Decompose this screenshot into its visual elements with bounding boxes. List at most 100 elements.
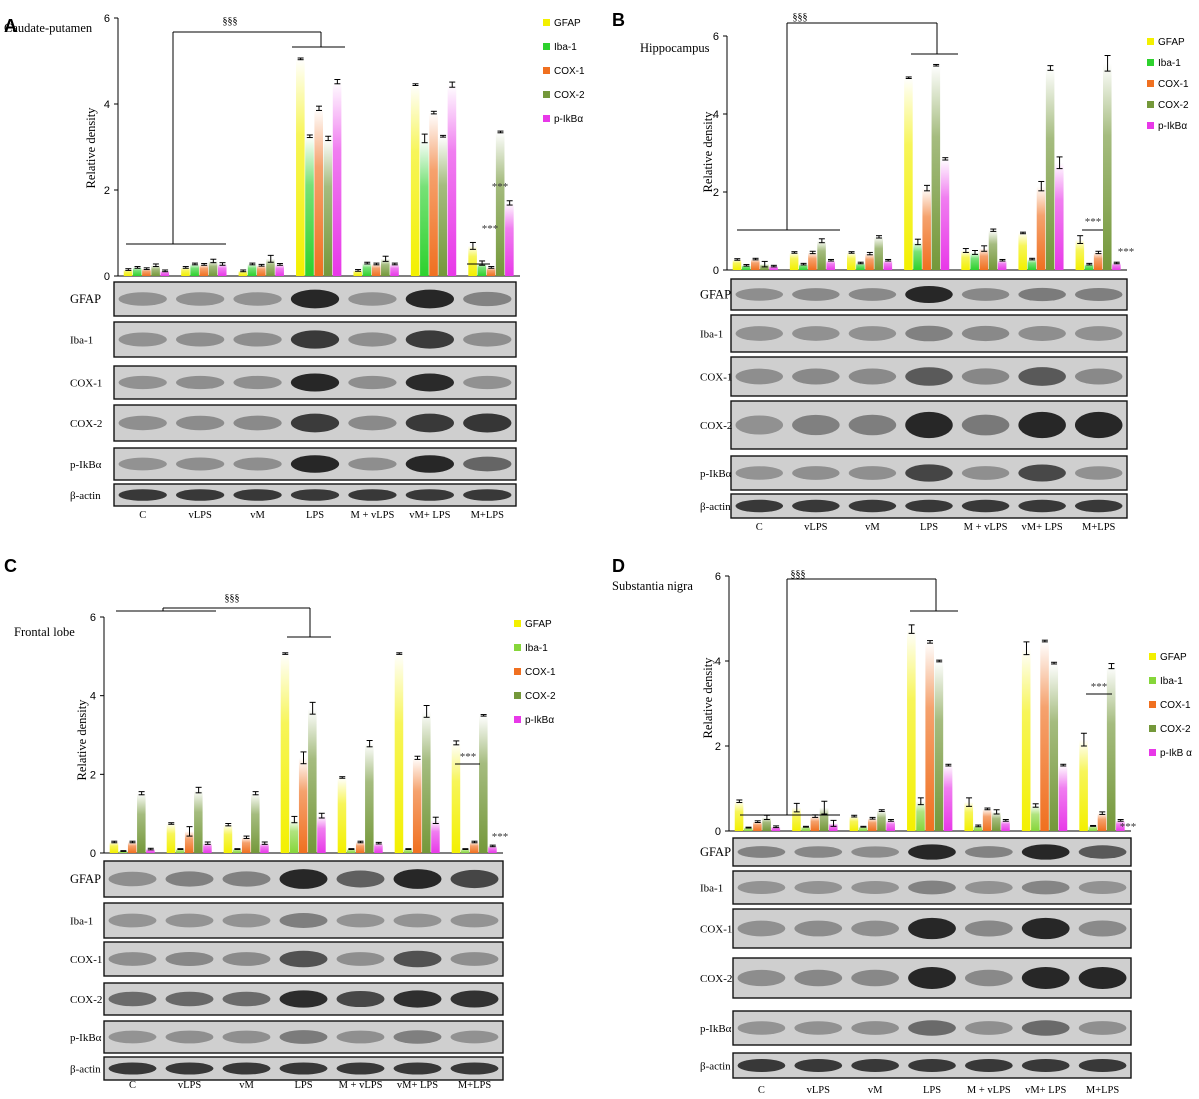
bar: [317, 815, 326, 853]
legend-label: COX-2: [525, 691, 556, 702]
blot-band: [336, 1062, 385, 1075]
bar: [801, 826, 810, 831]
bar: [137, 793, 146, 853]
lane-label: vLPS: [804, 522, 828, 533]
bar: [810, 816, 820, 831]
bar: [422, 711, 431, 853]
significance-stars: ***: [460, 751, 477, 763]
blot-band: [393, 913, 442, 928]
significance-stars: ***: [492, 831, 509, 843]
bar: [817, 240, 826, 270]
bar: [374, 843, 383, 853]
blot-band: [1074, 368, 1123, 385]
lane-label: M + vLPS: [964, 522, 1008, 533]
blot-band: [393, 869, 442, 889]
blot-band: [393, 950, 442, 968]
blot-band: [118, 489, 167, 501]
significance-stars: ***: [492, 181, 509, 193]
blot-band: [905, 286, 953, 303]
panel-b: B Hippocampus 0 2 4 6 Relative density GFAP Iba-…: [612, 10, 1189, 533]
blot-band: [176, 489, 225, 501]
bar: [394, 653, 404, 853]
lane-label: M + vLPS: [350, 510, 394, 521]
legend-swatch: [1147, 59, 1154, 66]
blot-row-label: GFAP: [70, 292, 101, 306]
bar: [371, 263, 381, 276]
legend-label: COX-2: [1160, 724, 1191, 735]
bar: [1027, 259, 1037, 270]
bar: [175, 849, 185, 853]
blot-band: [851, 1058, 900, 1073]
blot-band: [908, 917, 956, 940]
blot-band: [1018, 464, 1066, 482]
bar: [208, 260, 218, 276]
blot-band: [792, 326, 840, 341]
blot-band: [961, 466, 1010, 480]
bar: [916, 801, 925, 831]
blot-band: [1021, 917, 1070, 940]
significance-label: §§§: [225, 593, 240, 604]
legend-label: Iba-1: [554, 42, 577, 53]
blot-band: [336, 913, 385, 928]
legend-swatch: [514, 620, 521, 627]
blot-band: [964, 920, 1013, 937]
blot-band: [848, 326, 897, 341]
bar: [412, 757, 422, 853]
bar: [907, 629, 916, 831]
significance-stars: ***: [1118, 246, 1135, 258]
blot-band: [908, 880, 956, 895]
blot-band: [737, 1058, 786, 1073]
blot-band: [964, 1021, 1013, 1035]
blot-band: [348, 375, 397, 390]
bar: [199, 264, 209, 276]
blot-row-label: COX-2: [70, 418, 102, 430]
blot-band: [108, 913, 157, 928]
legend-label: p-IkB α: [1160, 748, 1192, 759]
blot-band: [165, 871, 214, 887]
bar: [123, 269, 133, 276]
y-tick-label: 0: [713, 265, 719, 277]
panel-d: D Substantia nigra 0 2 4 6 Relative density GFA…: [612, 556, 1192, 1096]
bar: [203, 843, 212, 853]
blot-band: [336, 990, 385, 1008]
blot-row-label: β-actin: [70, 1064, 101, 1076]
bar: [238, 270, 248, 276]
blot-band: [450, 1062, 499, 1075]
blot-band: [165, 991, 214, 1007]
lane-label: M+LPS: [1082, 522, 1116, 533]
legend-swatch: [543, 43, 550, 50]
bar: [241, 837, 251, 853]
blot-band: [222, 1062, 271, 1075]
blot-band: [233, 415, 282, 431]
bar: [877, 810, 886, 831]
bar: [362, 263, 372, 276]
bar: [146, 849, 155, 853]
bar: [1097, 813, 1107, 831]
lane-label: C: [756, 522, 763, 533]
blot-row-label: β-actin: [700, 1061, 731, 1073]
lane-label: M + vLPS: [967, 1085, 1011, 1096]
panel-title: Frontal lobe: [14, 625, 75, 639]
bar: [988, 230, 998, 270]
blot-band: [393, 1030, 442, 1044]
panel-letter: C: [4, 556, 17, 576]
blot-band: [1078, 1058, 1127, 1073]
lane-label: vM+ LPS: [1025, 1085, 1066, 1096]
legend-label: COX-2: [1158, 100, 1189, 111]
blot-band: [1074, 326, 1123, 341]
blot-band: [794, 880, 843, 895]
bar: [753, 821, 762, 831]
bar: [390, 263, 399, 276]
legend-label: p-IkBα: [554, 114, 583, 125]
blot-band: [964, 880, 1013, 895]
bar: [1084, 264, 1094, 270]
legend-swatch: [543, 91, 550, 98]
blot-row-label: Iba-1: [700, 883, 723, 895]
blot-band: [1018, 411, 1066, 439]
bar: [769, 266, 778, 270]
blot-band: [908, 1020, 956, 1036]
blot-band: [348, 489, 397, 501]
bar: [410, 84, 420, 277]
lane-label: vM: [250, 510, 265, 521]
bar: [858, 826, 868, 831]
